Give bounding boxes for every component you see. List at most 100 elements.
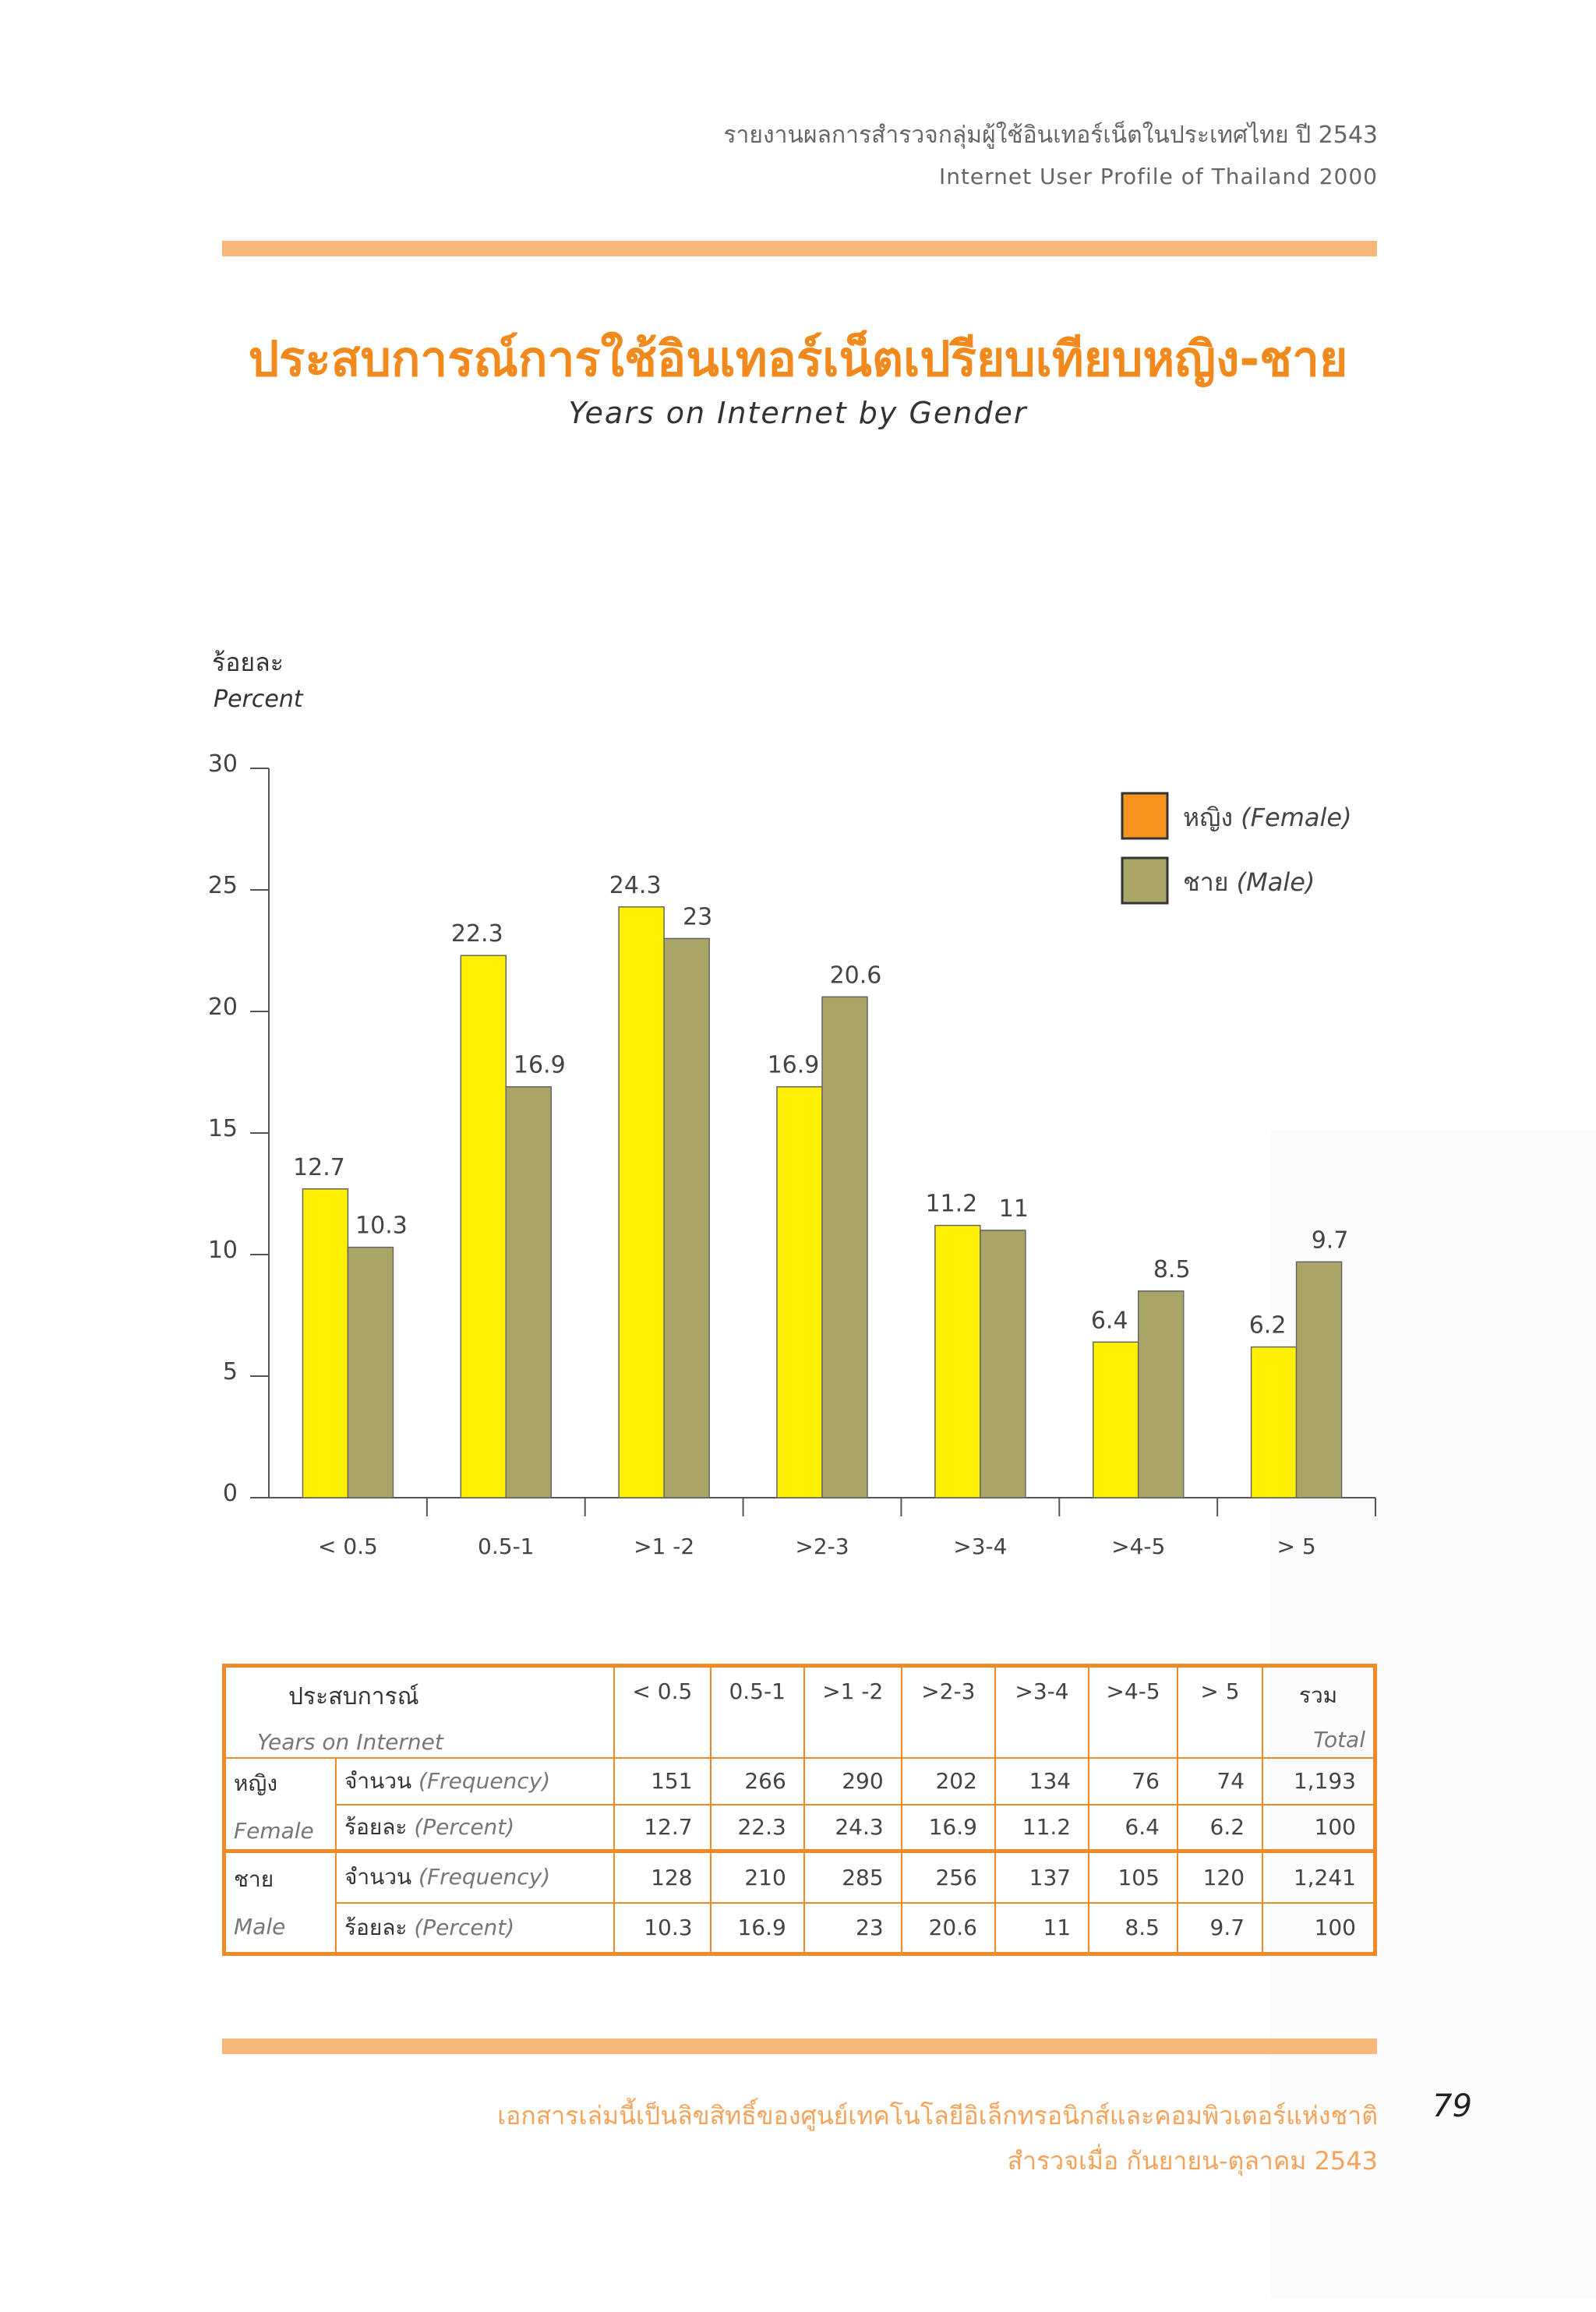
table-cell: 1,193 bbox=[1262, 1756, 1376, 1805]
table-cell: 6.4 bbox=[1088, 1803, 1178, 1852]
female-percent-label: ร้อยละ (Percent) bbox=[334, 1803, 616, 1852]
table-total-header: รวม Total bbox=[1262, 1664, 1376, 1759]
bar-chart: 0 5 10 15 20 25 30 < 0.5 0.5-1 >1 -2 >2-3 >3-4 >4-5 >… bbox=[208, 750, 1376, 1559]
y-tick-label: 5 bbox=[223, 1358, 238, 1385]
x-tick-label: > 5 bbox=[1276, 1534, 1315, 1559]
bar-male bbox=[980, 1230, 1026, 1498]
table-col-header: >4-5 bbox=[1088, 1664, 1178, 1759]
legend-label: หญิง (Female) bbox=[1183, 803, 1352, 832]
bar-male bbox=[505, 1085, 553, 1498]
data-label: 20.6 bbox=[830, 962, 882, 989]
bar-male bbox=[663, 937, 710, 1498]
data-label: 23 bbox=[683, 903, 712, 930]
table-cell: 100 bbox=[1262, 1901, 1376, 1955]
table-col-header: >2-3 bbox=[900, 1664, 996, 1759]
data-label: 16.9 bbox=[768, 1052, 820, 1079]
x-tick-label: < 0.5 bbox=[318, 1534, 378, 1559]
table-cell: 285 bbox=[803, 1850, 902, 1904]
title-english: Years on Internet by Gender bbox=[568, 396, 1028, 430]
data-label: 6.2 bbox=[1249, 1312, 1287, 1340]
table-cell: 202 bbox=[900, 1756, 996, 1805]
table-cell: 8.5 bbox=[1088, 1901, 1178, 1955]
female-english: Female bbox=[234, 1817, 314, 1844]
title-thai: ประสบการณ์การใช้อินเทอร์เน็ตเปรียบเทียบห… bbox=[248, 330, 1348, 387]
pct-label-thai: ร้อยละ bbox=[344, 1813, 408, 1840]
table-cell: 24.3 bbox=[803, 1803, 902, 1852]
female-frequency-label: จำนวน (Frequency) bbox=[334, 1756, 616, 1805]
y-tick-label: 15 bbox=[208, 1115, 238, 1142]
male-english: Male bbox=[234, 1914, 286, 1940]
y-tick-label: 10 bbox=[208, 1237, 238, 1264]
page-number: 79 bbox=[1432, 2088, 1472, 2124]
y-axis-label: Percent bbox=[214, 686, 303, 713]
bar-male bbox=[1137, 1290, 1185, 1498]
table-col-header: 0.5-1 bbox=[709, 1664, 805, 1759]
male-frequency-label: จำนวน (Frequency) bbox=[334, 1850, 616, 1904]
header-label-cell: ประสบการณ์ Years on Internet bbox=[223, 1664, 616, 1759]
data-label: 16.9 bbox=[514, 1052, 566, 1079]
legend-swatch-female bbox=[1121, 792, 1169, 840]
table-col-header: < 0.5 bbox=[613, 1664, 711, 1759]
table-cell: 210 bbox=[709, 1850, 805, 1904]
x-tick-label: >4-5 bbox=[1111, 1534, 1165, 1559]
chart-axes: 0 5 10 15 20 25 30 < 0.5 0.5-1 >1 -2 >2-3 >3-4 >4-5 >… bbox=[208, 750, 1376, 1559]
total-header-thai: รวม bbox=[1298, 1682, 1338, 1708]
data-label: 22.3 bbox=[451, 920, 503, 948]
bar-female bbox=[618, 906, 665, 1498]
bar-female bbox=[1250, 1346, 1298, 1498]
table-cell: 12.7 bbox=[613, 1803, 711, 1852]
table-row-male-percent: ร้อยละ (Percent) 10.3 16.9 23 20.6 11 8.… bbox=[224, 1901, 1376, 1955]
male-percent-label: ร้อยละ (Percent) bbox=[334, 1901, 616, 1955]
x-tick-label: >2-3 bbox=[795, 1534, 849, 1559]
bar-female bbox=[776, 1085, 823, 1498]
table-cell: 256 bbox=[900, 1850, 996, 1904]
female-thai: หญิง bbox=[234, 1770, 277, 1796]
data-label: 6.4 bbox=[1091, 1307, 1128, 1334]
bar-male bbox=[1295, 1261, 1343, 1498]
header-label-thai: ประสบการณ์ bbox=[288, 1683, 419, 1710]
table-cell: 76 bbox=[1088, 1756, 1178, 1805]
table-col-header: >1 -2 bbox=[803, 1664, 902, 1759]
y-tick-label: 25 bbox=[208, 872, 238, 899]
header-english: Internet User Profile of Thailand 2000 bbox=[938, 164, 1378, 189]
bar-female bbox=[1092, 1341, 1139, 1498]
table-cell: 128 bbox=[613, 1850, 711, 1904]
data-label: 9.7 bbox=[1312, 1227, 1349, 1254]
top-rule bbox=[222, 241, 1377, 256]
y-tick-label: 20 bbox=[208, 994, 238, 1021]
table-col-header: >3-4 bbox=[994, 1664, 1090, 1759]
data-label: 11 bbox=[999, 1195, 1029, 1223]
pct-label-english: (Percent) bbox=[414, 1914, 515, 1940]
bar-male bbox=[821, 996, 868, 1498]
data-table: ประสบการณ์ Years on Internet < 0.5 0.5-1… bbox=[222, 1664, 1377, 1956]
y-tick-label: 30 bbox=[208, 750, 238, 778]
table-cell: 120 bbox=[1176, 1850, 1264, 1904]
data-label: 11.2 bbox=[925, 1191, 977, 1218]
total-header-english: Total bbox=[1313, 1727, 1365, 1753]
bar-female bbox=[302, 1188, 349, 1498]
legend-swatch-male bbox=[1121, 856, 1169, 905]
freq-label-english: (Frequency) bbox=[418, 1864, 551, 1890]
bar-male bbox=[347, 1246, 394, 1498]
male-row-label: ชาย Male bbox=[223, 1850, 337, 1955]
table-row-female-percent: ร้อยละ (Percent) 12.7 22.3 24.3 16.9 11.… bbox=[224, 1803, 1376, 1852]
table-cell: 137 bbox=[994, 1850, 1090, 1904]
data-label: 8.5 bbox=[1153, 1256, 1191, 1283]
bar-female bbox=[934, 1224, 981, 1498]
data-label: 10.3 bbox=[355, 1212, 408, 1240]
bottom-rule bbox=[222, 2038, 1377, 2054]
table-cell: 9.7 bbox=[1176, 1901, 1264, 1955]
table-cell: 290 bbox=[803, 1756, 902, 1805]
table-cell: 11 bbox=[994, 1901, 1090, 1955]
table-cell: 16.9 bbox=[900, 1803, 996, 1852]
freq-label-english: (Frequency) bbox=[418, 1767, 551, 1794]
male-thai: ชาย bbox=[234, 1866, 274, 1892]
y-tick-label: 0 bbox=[223, 1480, 238, 1507]
pct-label-thai: ร้อยละ bbox=[344, 1914, 408, 1940]
table-cell: 74 bbox=[1176, 1756, 1264, 1805]
table-cell: 100 bbox=[1262, 1803, 1376, 1852]
table-cell: 16.9 bbox=[709, 1901, 805, 1955]
pct-label-english: (Percent) bbox=[414, 1813, 515, 1840]
table-cell: 105 bbox=[1088, 1850, 1178, 1904]
table-header-row: ประสบการณ์ Years on Internet < 0.5 0.5-1… bbox=[223, 1664, 1376, 1759]
